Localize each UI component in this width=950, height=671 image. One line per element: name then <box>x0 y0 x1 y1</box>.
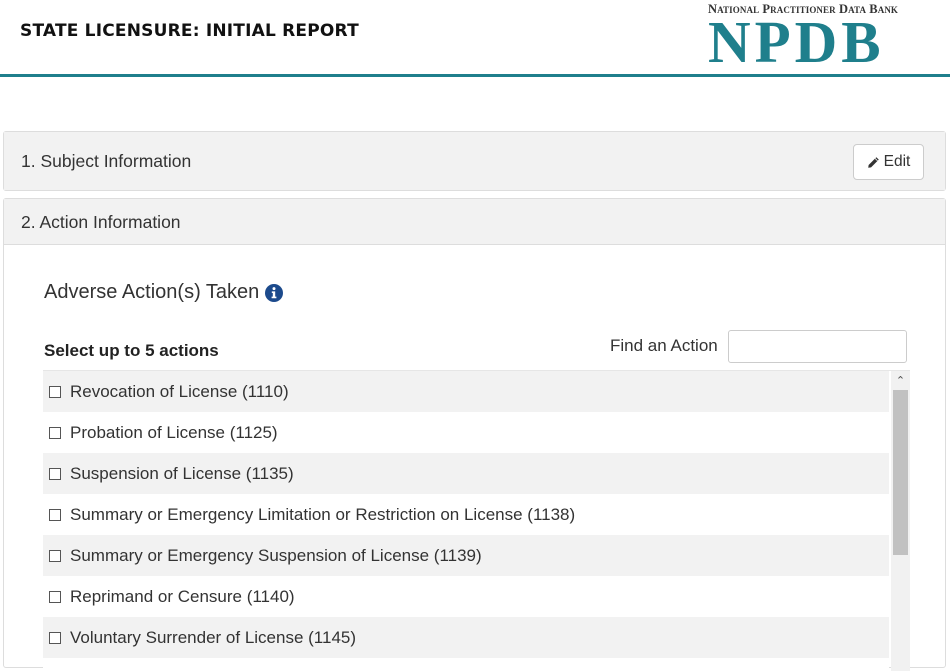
actions-list-box[interactable]: Revocation of License (1110) Probation of… <box>43 370 910 671</box>
info-icon[interactable] <box>265 283 284 302</box>
action-label: Revocation of License (1110) <box>70 381 289 401</box>
action-information-panel: 2. Action Information Adverse Action(s) … <box>3 198 946 671</box>
actions-list: Revocation of License (1110) Probation of… <box>43 371 889 671</box>
action-list-item[interactable]: Probation of License (1125) <box>43 412 889 453</box>
logo-subtitle: National Practitioner Data Bank <box>708 2 899 16</box>
action-label: Summary or Emergency Suspension of Licen… <box>70 545 482 565</box>
list-scrollbar[interactable]: ⌃ <box>891 371 910 671</box>
edit-button-label: Edit <box>883 153 911 170</box>
action-checkbox[interactable] <box>49 631 61 644</box>
action-list-item[interactable]: Revocation of License (1110) <box>43 371 889 412</box>
find-action-label: Find an Action <box>610 336 718 355</box>
action-label: Suspension of License (1135) <box>70 463 294 483</box>
action-checkbox[interactable] <box>49 549 61 562</box>
adverse-actions-heading: Adverse Action(s) Taken <box>44 281 284 304</box>
scroll-thumb[interactable] <box>893 390 908 555</box>
action-list-item[interactable]: Summary or Emergency Limitation or Restr… <box>43 494 889 535</box>
action-checkbox[interactable] <box>49 426 61 439</box>
action-list-item[interactable]: Reprimand or Censure (1140) <box>43 576 889 617</box>
subject-information-header: 1. Subject Information Edit <box>4 132 945 190</box>
page-title: STATE LICENSURE: INITIAL REPORT <box>20 21 359 41</box>
scroll-up-arrow-icon[interactable]: ⌃ <box>895 374 906 387</box>
subject-information-panel: 1. Subject Information Edit <box>3 131 946 191</box>
action-list-item[interactable]: Voluntary Surrender of License (1145) <box>43 617 889 658</box>
subject-information-title[interactable]: 1. Subject Information <box>21 151 192 171</box>
action-information-header: 2. Action Information <box>4 199 945 245</box>
adverse-actions-title: Adverse Action(s) Taken <box>44 281 260 303</box>
select-actions-label: Select up to 5 actions <box>44 341 219 360</box>
action-checkbox[interactable] <box>49 467 61 480</box>
action-checkbox[interactable] <box>49 590 61 603</box>
action-checkbox[interactable] <box>49 508 61 521</box>
action-checkbox[interactable] <box>49 385 61 398</box>
action-list-item[interactable]: Suspension of License (1135) <box>43 453 889 494</box>
action-information-title[interactable]: 2. Action Information <box>21 212 181 232</box>
pencil-icon <box>867 156 879 168</box>
action-label: Voluntary Surrender of License (1145) <box>70 627 357 647</box>
npdb-logo: National Practitioner Data Bank NPDB <box>704 2 918 74</box>
action-list-item[interactable] <box>43 658 889 671</box>
edit-button[interactable]: Edit <box>853 144 924 180</box>
action-label: Probation of License (1125) <box>70 422 278 442</box>
action-list-item[interactable]: Summary or Emergency Suspension of Licen… <box>43 535 889 576</box>
find-action-input[interactable] <box>728 330 907 363</box>
logo-wordmark: NPDB <box>708 9 885 75</box>
action-label: Summary or Emergency Limitation or Restr… <box>70 504 576 524</box>
action-label: Reprimand or Censure (1140) <box>70 586 295 606</box>
page-header: STATE LICENSURE: INITIAL REPORT National… <box>0 0 950 77</box>
